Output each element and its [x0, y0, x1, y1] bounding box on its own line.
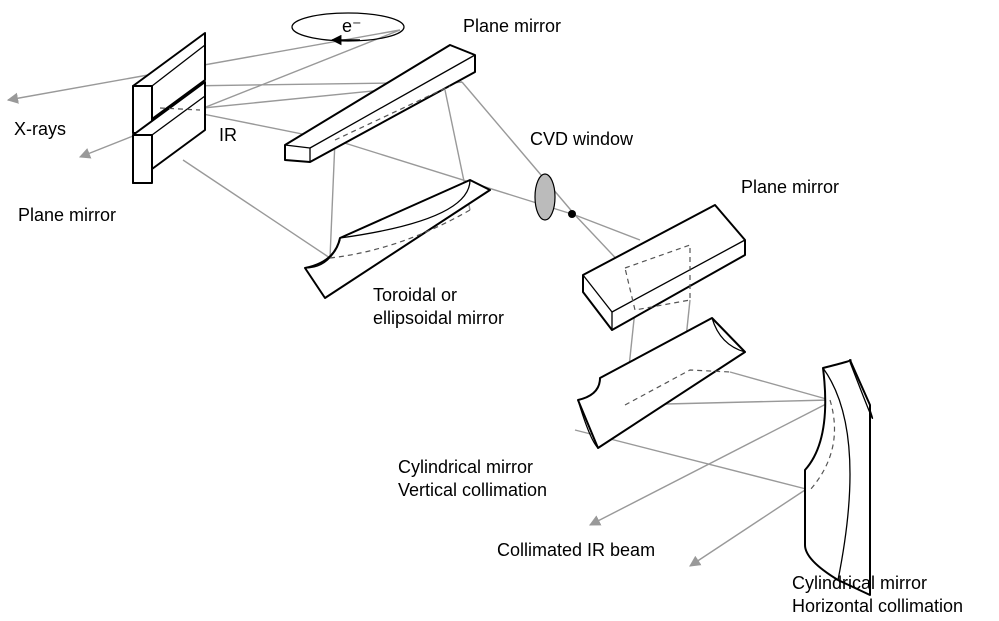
top-mirror-edge-2: [309, 54, 476, 149]
top-mirror-body: [284, 44, 476, 163]
left-mirror-upper-edge: [151, 44, 206, 87]
ir-beam-to-toroidal: [182, 159, 331, 259]
cvd-window: [534, 173, 576, 221]
cvd-window-label: CVD window: [530, 129, 634, 149]
ir-beam-window-to-plane: [574, 214, 641, 241]
ir-beam-cyl-to-cylh-lower: [574, 429, 811, 491]
cvd-window-disc: [534, 173, 556, 221]
top-mirror-edge-1: [284, 144, 311, 149]
plane-mirror-top-label: Plane mirror: [463, 16, 561, 36]
ir-beam-top-to-window: [461, 81, 576, 216]
cyl-horizontal-dashed: [809, 399, 836, 491]
top-plane-mirror: [284, 44, 476, 163]
left-mirror-dashed: [159, 107, 201, 111]
cyl-vertical-curve-left: [577, 399, 599, 449]
cyl-vertical-label-line2: Vertical collimation: [398, 480, 547, 500]
left-mirror-lower-side: [132, 134, 153, 184]
collimated-beam-arrow-2: [689, 489, 806, 567]
toroidal-label-line2: ellipsoidal mirror: [373, 308, 504, 328]
cyl-vertical-body: [577, 317, 746, 449]
toroidal-label-line1: Toroidal or: [373, 285, 457, 305]
left-mirror-lower-edge: [151, 95, 206, 136]
right-mirror-edge-2: [611, 239, 746, 313]
right-plane-mirror: [582, 204, 746, 331]
cyl-horizontal-label-line2: Horizontal collimation: [792, 596, 963, 616]
cylindrical-mirror-horizontal: [804, 359, 874, 596]
toroidal-mirror: [304, 179, 491, 299]
collimated-beam-label: Collimated IR beam: [497, 540, 655, 560]
cyl-horizontal-body: [804, 359, 871, 596]
cyl-horizontal-label-line1: Cylindrical mirror: [792, 573, 927, 593]
cyl-vertical-label-line1: Cylindrical mirror: [398, 457, 533, 477]
cylindrical-mirror-vertical: [577, 317, 746, 449]
cyl-horizontal-curve: [822, 367, 851, 581]
ir-beam-cyl-to-cylh-upper: [729, 371, 831, 401]
ir-beam-vertical-left: [329, 139, 336, 259]
toroidal-mirror-curve-top: [339, 179, 471, 239]
toroidal-mirror-dashed: [329, 209, 471, 259]
plane-mirror-right-label: Plane mirror: [741, 177, 839, 197]
electron-orbit-ellipse: [291, 12, 405, 42]
right-mirror-dashed: [624, 244, 691, 311]
electron-orbit: e⁻: [291, 12, 405, 46]
xrays-label: X-rays: [14, 119, 66, 139]
ir-label: IR: [219, 125, 237, 145]
cyl-vertical-dashed: [624, 369, 731, 406]
left-plane-mirror: [132, 32, 206, 184]
collimated-beam-arrow-1: [589, 401, 831, 526]
cyl-horizontal-curve-top: [849, 361, 874, 419]
electron-label: e⁻: [342, 16, 362, 36]
right-mirror-body: [582, 204, 746, 331]
top-mirror-dashed: [334, 85, 451, 141]
right-mirror-edge-1: [582, 274, 613, 313]
focus-point: [568, 210, 576, 218]
plane-mirror-left-label: Plane mirror: [18, 205, 116, 225]
cyl-vertical-curve-right: [711, 317, 746, 353]
toroidal-mirror-curve-left: [304, 239, 341, 269]
